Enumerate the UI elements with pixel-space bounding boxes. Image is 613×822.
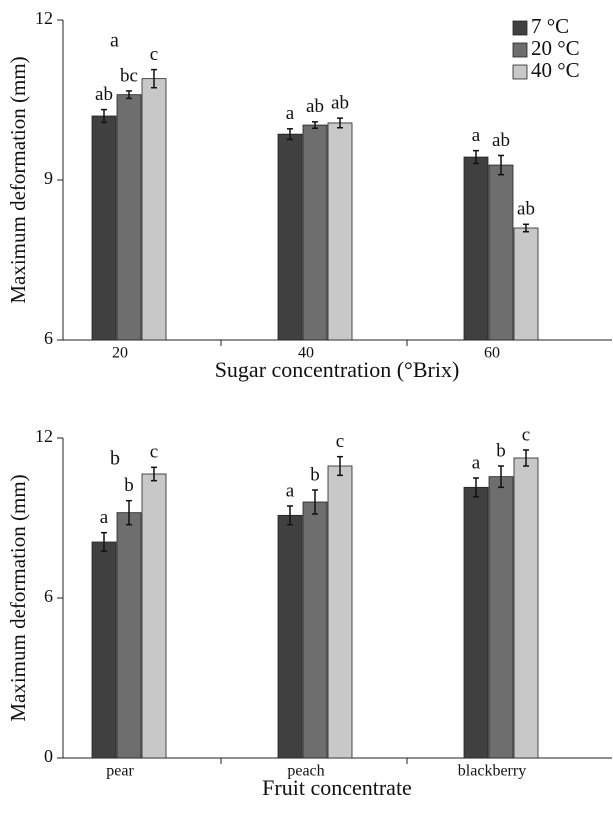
bar bbox=[116, 512, 142, 759]
bar-label: c bbox=[336, 431, 344, 452]
panel-label: b bbox=[110, 448, 120, 470]
x-tick-label: pear bbox=[106, 763, 134, 780]
bar-label: ab bbox=[492, 130, 510, 151]
bar bbox=[277, 133, 303, 341]
bar-label: a bbox=[472, 125, 481, 146]
y-tick-label: 6 bbox=[44, 586, 53, 606]
bar-label: bc bbox=[120, 65, 138, 86]
bar-label: ab bbox=[95, 84, 113, 105]
bar bbox=[91, 115, 117, 341]
bar-label: ab bbox=[331, 92, 349, 113]
bar bbox=[463, 156, 489, 341]
y-tick-label: 12 bbox=[35, 8, 53, 28]
bar bbox=[277, 514, 303, 759]
x-tick-label: blackberry bbox=[458, 763, 526, 780]
bar-label: b bbox=[310, 464, 320, 485]
legend-label: 7 °C bbox=[531, 14, 569, 38]
legend-label: 40 °C bbox=[531, 58, 580, 82]
y-tick-label: 0 bbox=[44, 746, 53, 766]
bar-label: c bbox=[522, 424, 530, 445]
bar bbox=[327, 122, 353, 341]
bar bbox=[116, 94, 142, 341]
bar bbox=[488, 164, 514, 341]
bar-label: a bbox=[472, 452, 481, 473]
bar-label: a bbox=[286, 480, 295, 501]
y-tick-label: 12 bbox=[35, 426, 53, 446]
x-tick-label: 60 bbox=[484, 345, 500, 362]
bar-label: b bbox=[124, 475, 134, 496]
legend-label: 20 °C bbox=[531, 36, 580, 60]
legend-swatch bbox=[512, 64, 528, 80]
bar-label: a bbox=[286, 103, 295, 124]
x-tick-label: 40 bbox=[298, 345, 314, 362]
bar bbox=[513, 227, 539, 341]
bar bbox=[463, 486, 489, 759]
bar bbox=[91, 541, 117, 759]
legend-swatch bbox=[512, 20, 528, 36]
y-axis-label: Maximum deformation (mm) bbox=[6, 56, 30, 303]
bar-label: c bbox=[150, 44, 158, 65]
x-axis-label: Fruit concentrate bbox=[262, 775, 412, 800]
bar bbox=[302, 124, 328, 341]
y-tick-label: 6 bbox=[44, 328, 53, 348]
x-axis-label: Sugar concentration (°Brix) bbox=[215, 357, 460, 382]
y-tick-label: 9 bbox=[44, 168, 53, 188]
bar bbox=[488, 476, 514, 759]
legend-swatch bbox=[512, 42, 528, 58]
bar-label: ab bbox=[517, 199, 535, 220]
bar bbox=[302, 501, 328, 759]
bar-label: ab bbox=[306, 96, 324, 117]
x-tick-label: 20 bbox=[112, 345, 128, 362]
bar-label: c bbox=[150, 442, 158, 463]
panel-label: a bbox=[110, 30, 119, 52]
bar bbox=[141, 78, 167, 341]
bar bbox=[141, 473, 167, 759]
bar bbox=[513, 457, 539, 759]
y-axis-label: Maximum deformation (mm) bbox=[6, 474, 30, 721]
bar-label: b bbox=[496, 440, 506, 461]
x-tick-label: peach bbox=[287, 763, 324, 780]
bar-label: a bbox=[100, 507, 109, 528]
bar bbox=[327, 465, 353, 759]
